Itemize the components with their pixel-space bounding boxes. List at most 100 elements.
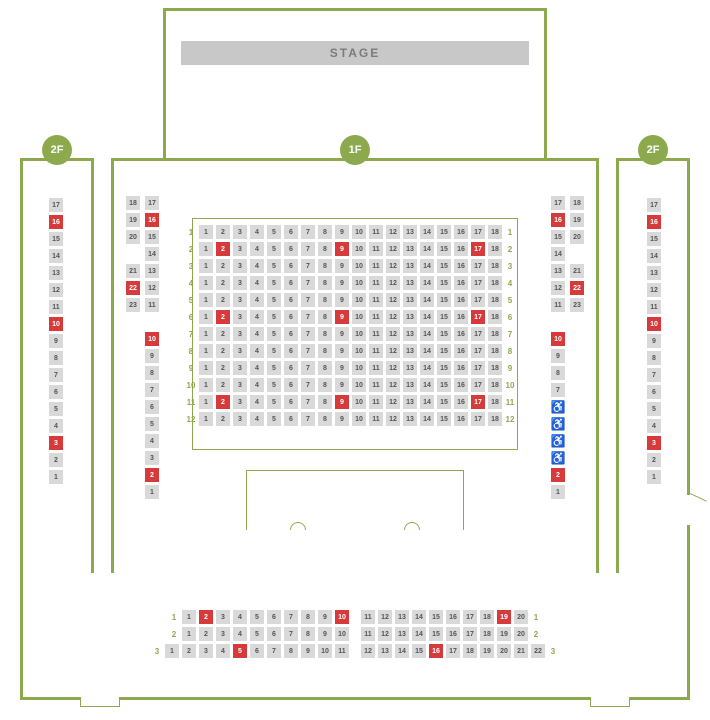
seat[interactable]: 1	[182, 610, 196, 624]
seat[interactable]: 4	[250, 276, 264, 290]
seat[interactable]: 12	[145, 281, 159, 295]
seat[interactable]: 15	[49, 232, 63, 246]
seat[interactable]: 17	[471, 327, 485, 341]
seat[interactable]: 2	[216, 276, 230, 290]
seat[interactable]: 12	[647, 283, 661, 297]
seat[interactable]: 15	[647, 232, 661, 246]
seat[interactable]: 17	[471, 378, 485, 392]
seat[interactable]: 1	[199, 293, 213, 307]
seat[interactable]: 10	[352, 310, 366, 324]
seat[interactable]: 15	[437, 259, 451, 273]
seat[interactable]: 16	[446, 627, 460, 641]
seat[interactable]: 11	[361, 627, 375, 641]
seat[interactable]: 1	[199, 259, 213, 273]
seat[interactable]: 9	[335, 293, 349, 307]
seat[interactable]: 4	[216, 644, 230, 658]
seat[interactable]: 3	[647, 436, 661, 450]
seat[interactable]: 6	[284, 344, 298, 358]
seat[interactable]: 5	[267, 310, 281, 324]
seat[interactable]: 3	[233, 378, 247, 392]
seat[interactable]: 4	[233, 627, 247, 641]
seat[interactable]: 10	[352, 378, 366, 392]
seat[interactable]: 6	[284, 395, 298, 409]
seat[interactable]: 22	[570, 281, 584, 295]
seat[interactable]: 12	[378, 627, 392, 641]
seat[interactable]: 8	[145, 366, 159, 380]
seat[interactable]: 1	[145, 485, 159, 499]
seat[interactable]: 5	[233, 644, 247, 658]
seat[interactable]: 18	[570, 196, 584, 210]
seat[interactable]: 5	[267, 293, 281, 307]
seat[interactable]: 16	[454, 293, 468, 307]
seat[interactable]: 1	[199, 276, 213, 290]
seat[interactable]: 1	[199, 361, 213, 375]
seat[interactable]: 3	[233, 225, 247, 239]
seat[interactable]: 12	[386, 412, 400, 426]
seat[interactable]: 14	[420, 276, 434, 290]
seat[interactable]: 7	[301, 225, 315, 239]
seat[interactable]: 5	[267, 242, 281, 256]
seat[interactable]: 2	[199, 610, 213, 624]
seat[interactable]: 18	[126, 196, 140, 210]
wheelchair-seat[interactable]: ♿	[551, 451, 565, 465]
seat[interactable]: 11	[369, 293, 383, 307]
seat[interactable]: 15	[437, 276, 451, 290]
seat[interactable]: 10	[352, 361, 366, 375]
wheelchair-seat[interactable]: ♿	[551, 434, 565, 448]
seat[interactable]: 18	[488, 412, 502, 426]
seat[interactable]: 6	[284, 225, 298, 239]
seat[interactable]: 17	[471, 310, 485, 324]
seat[interactable]: 12	[386, 259, 400, 273]
seat[interactable]: 9	[335, 259, 349, 273]
seat[interactable]: 17	[49, 198, 63, 212]
seat[interactable]: 16	[145, 213, 159, 227]
seat[interactable]: 1	[199, 225, 213, 239]
seat[interactable]: 11	[369, 395, 383, 409]
seat[interactable]: 10	[551, 332, 565, 346]
seat[interactable]: 15	[429, 627, 443, 641]
seat[interactable]: 13	[403, 310, 417, 324]
seat[interactable]: 11	[551, 298, 565, 312]
seat[interactable]: 11	[369, 361, 383, 375]
wheelchair-seat[interactable]: ♿	[551, 417, 565, 431]
seat[interactable]: 13	[403, 378, 417, 392]
seat[interactable]: 2	[216, 225, 230, 239]
seat[interactable]: 10	[318, 644, 332, 658]
seat[interactable]: 9	[551, 349, 565, 363]
seat[interactable]: 3	[233, 344, 247, 358]
seat[interactable]: 13	[395, 610, 409, 624]
seat[interactable]: 12	[386, 344, 400, 358]
seat[interactable]: 5	[267, 412, 281, 426]
seat[interactable]: 2	[216, 327, 230, 341]
seat[interactable]: 11	[369, 225, 383, 239]
seat[interactable]: 6	[49, 385, 63, 399]
seat[interactable]: 23	[570, 298, 584, 312]
seat[interactable]: 8	[318, 225, 332, 239]
seat[interactable]: 6	[145, 400, 159, 414]
seat[interactable]: 3	[233, 327, 247, 341]
seat[interactable]: 2	[49, 453, 63, 467]
seat[interactable]: 12	[386, 361, 400, 375]
seat[interactable]: 10	[49, 317, 63, 331]
seat[interactable]: 9	[145, 349, 159, 363]
seat[interactable]: 8	[301, 627, 315, 641]
seat[interactable]: 14	[420, 225, 434, 239]
seat[interactable]: 7	[284, 610, 298, 624]
seat[interactable]: 10	[352, 412, 366, 426]
seat[interactable]: 11	[369, 412, 383, 426]
seat[interactable]: 1	[551, 485, 565, 499]
seat[interactable]: 8	[551, 366, 565, 380]
seat[interactable]: 7	[267, 644, 281, 658]
seat[interactable]: 5	[267, 378, 281, 392]
seat[interactable]: 9	[335, 412, 349, 426]
seat[interactable]: 10	[352, 395, 366, 409]
seat[interactable]: 4	[145, 434, 159, 448]
seat[interactable]: 17	[463, 627, 477, 641]
seat[interactable]: 17	[145, 196, 159, 210]
seat[interactable]: 5	[49, 402, 63, 416]
seat[interactable]: 18	[488, 327, 502, 341]
seat[interactable]: 8	[49, 351, 63, 365]
seat[interactable]: 5	[250, 610, 264, 624]
seat[interactable]: 4	[250, 242, 264, 256]
seat[interactable]: 14	[420, 293, 434, 307]
